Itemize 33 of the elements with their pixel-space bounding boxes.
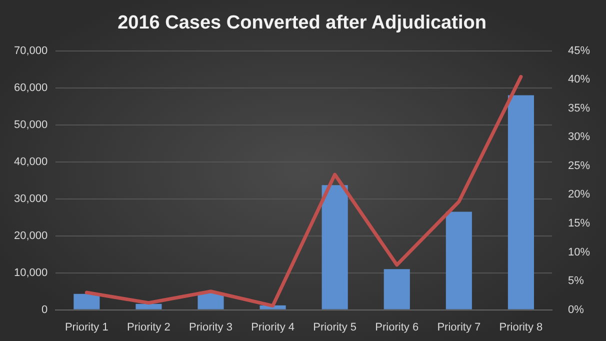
x-tick-label: Priority 4 xyxy=(251,321,294,334)
chart-title: 2016 Cases Converted after Adjudication xyxy=(118,12,486,34)
y-tick-label: 0 xyxy=(42,304,48,316)
x-tick-label: Priority 7 xyxy=(437,321,481,334)
x-tick-label: Priority 8 xyxy=(499,321,543,334)
y2-tick-label: 25% xyxy=(568,160,590,172)
bar xyxy=(446,212,472,310)
y-tick-label: 70,000 xyxy=(14,44,48,57)
y2-tick-label: 30% xyxy=(568,131,590,144)
y-tick-label: 40,000 xyxy=(14,156,48,168)
bar xyxy=(384,269,410,310)
x-tick-label: Priority 3 xyxy=(189,321,232,334)
bar xyxy=(136,304,162,310)
y2-tick-label: 40% xyxy=(568,74,590,86)
y2-tick-label: 5% xyxy=(568,275,584,288)
y2-tick-label: 15% xyxy=(568,218,590,230)
x-tick-label: Priority 6 xyxy=(375,321,419,334)
y2-tick-label: 45% xyxy=(568,44,590,57)
y-tick-label: 50,000 xyxy=(14,118,48,131)
bar xyxy=(508,95,534,310)
y2-tick-label: 10% xyxy=(568,246,590,258)
y-tick-label: 10,000 xyxy=(14,266,48,279)
x-tick-label: Priority 5 xyxy=(313,321,357,334)
y-tick-label: 20,000 xyxy=(14,230,48,242)
x-tick-label: Priority 1 xyxy=(64,321,108,334)
y2-tick-label: 20% xyxy=(568,188,590,201)
x-tick-label: Priority 2 xyxy=(127,321,170,334)
y2-tick-label: 35% xyxy=(568,102,590,114)
y-tick-label: 30,000 xyxy=(14,192,48,205)
y-tick-label: 60,000 xyxy=(14,82,48,94)
y2-tick-label: 0% xyxy=(568,304,584,316)
bar xyxy=(322,185,348,310)
bar xyxy=(74,294,100,310)
